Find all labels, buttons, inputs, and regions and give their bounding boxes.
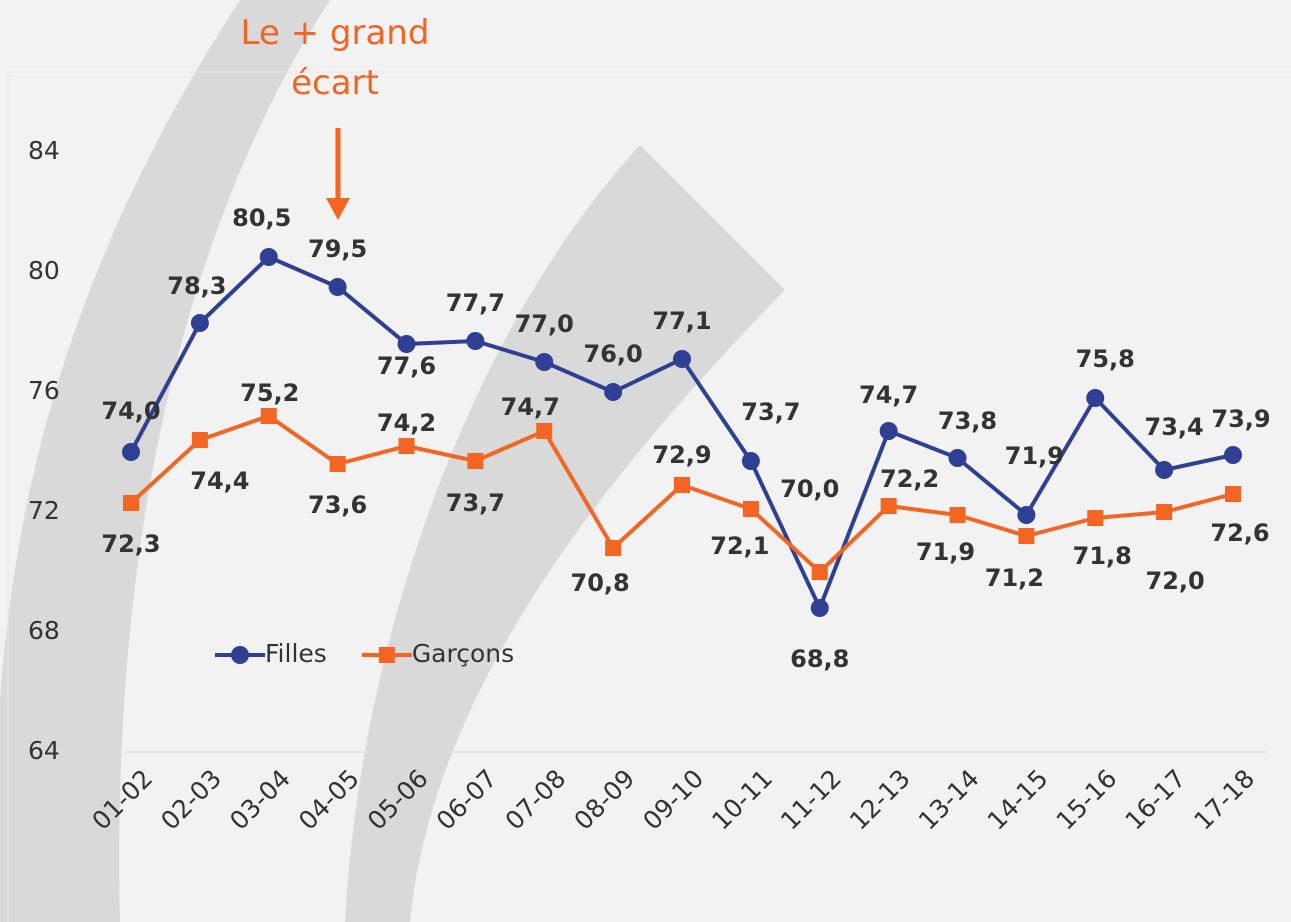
- point-marker: [191, 432, 208, 448]
- point-marker: [879, 422, 898, 440]
- point-marker: [466, 332, 485, 350]
- legend-label: Filles: [265, 639, 327, 668]
- point-marker: [259, 248, 278, 266]
- point-marker: [948, 449, 967, 467]
- data-label: 72,6: [1210, 519, 1269, 547]
- legend-label: Garçons: [412, 639, 514, 668]
- data-label: 74,7: [859, 381, 918, 409]
- data-label: 71,9: [916, 538, 975, 566]
- data-label: 72,3: [101, 530, 160, 558]
- point-marker: [1017, 506, 1036, 524]
- legend-marker: [378, 647, 395, 663]
- point-marker: [673, 350, 691, 368]
- point-marker: [329, 456, 346, 472]
- point-marker: [260, 408, 277, 424]
- point-marker: [1086, 389, 1105, 407]
- x-tick-label: 08-09: [568, 764, 640, 836]
- point-marker: [536, 423, 553, 439]
- plot-border: [7, 71, 1291, 922]
- decor-arc: [0, 0, 330, 922]
- y-tick-label: 76: [28, 376, 60, 405]
- point-marker: [949, 507, 966, 523]
- point-marker: [122, 443, 140, 461]
- x-tick-label: 14-15: [982, 764, 1054, 836]
- point-marker: [1156, 504, 1173, 520]
- point-marker: [467, 453, 484, 469]
- x-tick-label: 10-11: [706, 764, 778, 836]
- data-label: 73,7: [446, 489, 505, 517]
- data-label: 73,9: [1211, 405, 1270, 433]
- data-label: 76,0: [584, 340, 643, 368]
- x-tick-label: 16-17: [1119, 764, 1191, 836]
- annotation-arrowhead: [326, 198, 350, 220]
- data-label: 73,6: [308, 491, 367, 519]
- data-label: 72,1: [710, 532, 769, 560]
- legend-marker: [231, 646, 249, 664]
- data-label: 73,7: [741, 398, 800, 426]
- point-marker: [398, 438, 415, 454]
- x-tick-label: 03-04: [224, 764, 296, 836]
- point-marker: [1018, 528, 1035, 544]
- x-tick-label: 11-12: [775, 764, 847, 836]
- data-label: 74,7: [501, 393, 560, 421]
- data-label: 74,4: [190, 467, 249, 495]
- x-tick-label: 15-16: [1051, 764, 1123, 836]
- data-label: 75,8: [1076, 345, 1135, 373]
- point-marker: [605, 540, 622, 556]
- series-line: [129, 414, 1234, 574]
- point-marker: [190, 314, 209, 332]
- point-marker: [328, 278, 347, 296]
- point-marker: [123, 495, 139, 511]
- point-marker: [741, 452, 760, 470]
- data-label: 72,2: [880, 465, 939, 493]
- point-marker: [880, 498, 897, 514]
- data-label: 70,8: [571, 569, 630, 597]
- point-marker: [397, 335, 416, 353]
- point-marker: [811, 564, 828, 580]
- point-marker: [1224, 446, 1242, 464]
- x-tick-label: 09-10: [637, 764, 709, 836]
- data-label: 72,0: [1146, 567, 1205, 595]
- y-tick-label: 64: [28, 736, 60, 765]
- x-tick-label: 17-18: [1188, 764, 1260, 836]
- point-marker: [674, 477, 690, 493]
- data-label: 71,8: [1073, 542, 1132, 570]
- data-label: 74,0: [101, 397, 160, 425]
- data-label: 78,3: [167, 272, 226, 300]
- point-marker: [604, 383, 623, 401]
- data-label: 79,5: [308, 235, 367, 263]
- data-label: 68,8: [790, 645, 849, 673]
- data-label: 77,1: [652, 307, 711, 335]
- point-marker: [1155, 461, 1174, 479]
- point-marker: [1087, 510, 1104, 526]
- data-label: 73,8: [938, 407, 997, 435]
- data-label: 74,2: [377, 409, 436, 437]
- x-tick-label: 13-14: [913, 764, 985, 836]
- point-marker: [810, 599, 829, 617]
- data-label: 77,7: [446, 289, 505, 317]
- point-marker: [1225, 486, 1241, 502]
- data-label: 72,9: [652, 441, 711, 469]
- y-tick-label: 84: [28, 136, 60, 165]
- decor-arc: [345, 145, 785, 922]
- x-tick-label: 02-03: [155, 764, 227, 836]
- data-label: 75,2: [240, 379, 299, 407]
- data-label: 73,4: [1145, 413, 1204, 441]
- point-marker: [742, 501, 759, 517]
- data-label: 77,6: [377, 352, 436, 380]
- data-label: 71,2: [985, 564, 1044, 592]
- y-tick-label: 80: [28, 256, 60, 285]
- y-tick-label: 72: [28, 496, 60, 525]
- x-tick-label: 12-13: [844, 764, 916, 836]
- data-label: 77,0: [515, 310, 574, 338]
- annotation: Le + grand écart: [240, 13, 430, 103]
- data-label: 71,9: [1005, 442, 1064, 470]
- data-label: 70,0: [780, 475, 839, 503]
- y-tick-label: 68: [28, 616, 60, 645]
- data-label: 80,5: [232, 204, 291, 232]
- x-tick-label: 07-08: [500, 764, 572, 836]
- point-marker: [535, 353, 554, 371]
